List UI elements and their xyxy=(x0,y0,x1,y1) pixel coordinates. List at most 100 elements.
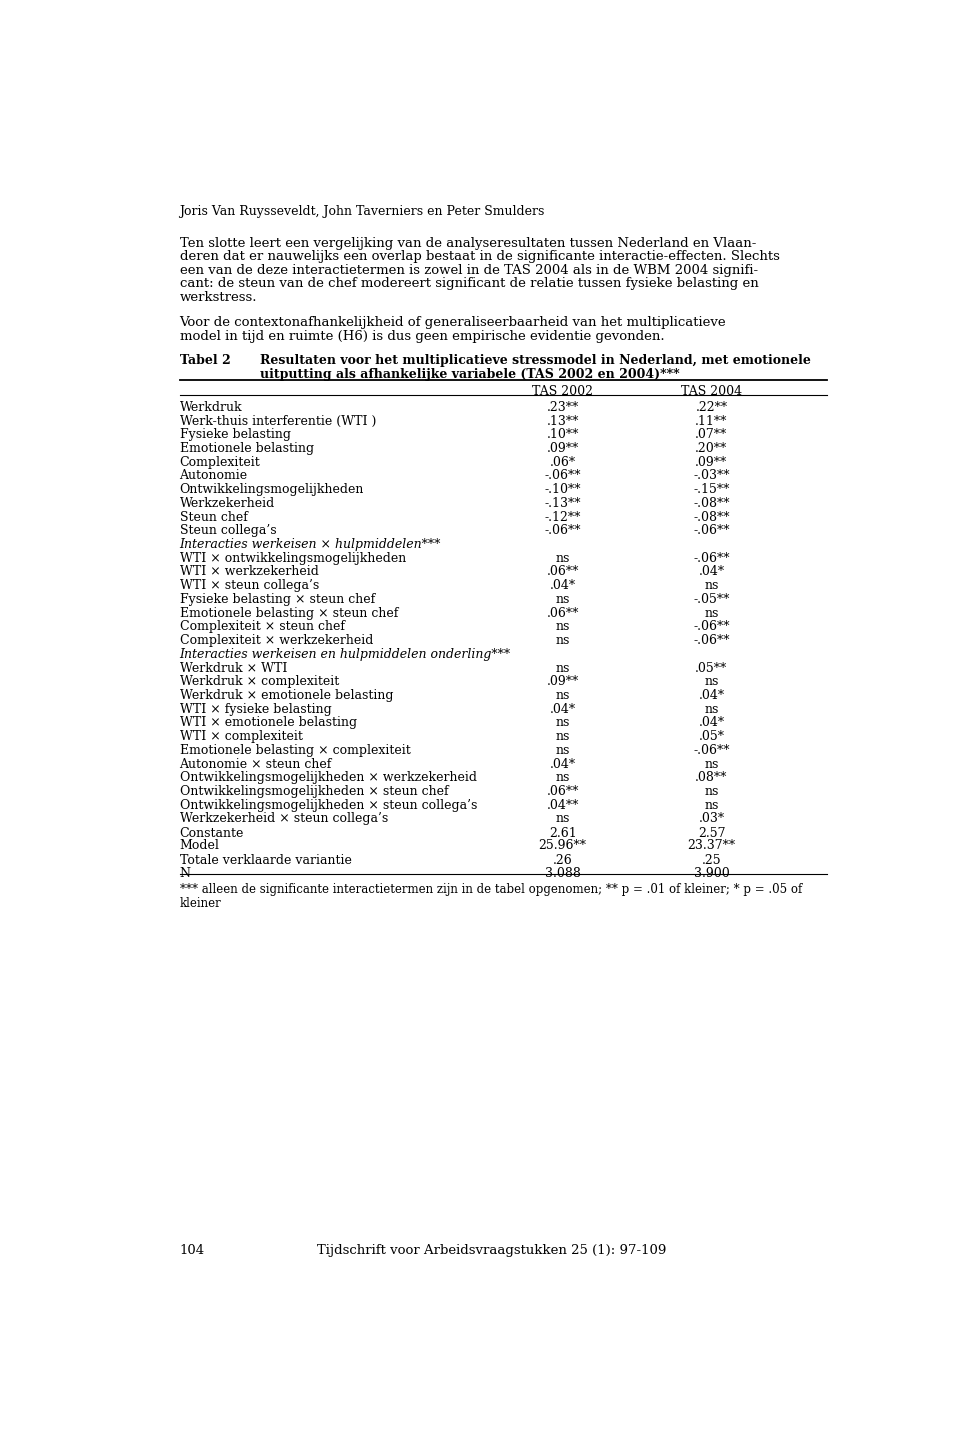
Text: Tabel 2: Tabel 2 xyxy=(180,354,230,367)
Text: TAS 2004: TAS 2004 xyxy=(681,384,742,397)
Text: Emotionele belasting × complexiteit: Emotionele belasting × complexiteit xyxy=(180,744,410,757)
Text: .05**: .05** xyxy=(695,661,728,674)
Text: -.12**: -.12** xyxy=(544,510,581,523)
Text: -.10**: -.10** xyxy=(544,483,581,496)
Text: -.05**: -.05** xyxy=(693,593,730,606)
Text: WTI × werkzekerheid: WTI × werkzekerheid xyxy=(180,566,319,579)
Text: Model: Model xyxy=(180,840,220,853)
Text: .09**: .09** xyxy=(546,442,579,455)
Text: ns: ns xyxy=(705,703,719,716)
Text: werkstress.: werkstress. xyxy=(180,290,257,303)
Text: 3.900: 3.900 xyxy=(694,867,730,880)
Text: ns: ns xyxy=(556,744,570,757)
Text: .06**: .06** xyxy=(546,606,579,619)
Text: .04*: .04* xyxy=(550,703,576,716)
Text: .04*: .04* xyxy=(699,689,725,702)
Text: 23.37**: 23.37** xyxy=(687,840,735,853)
Text: .04*: .04* xyxy=(699,566,725,579)
Text: TAS 2002: TAS 2002 xyxy=(532,384,593,397)
Text: ns: ns xyxy=(705,676,719,689)
Text: Emotionele belasting: Emotionele belasting xyxy=(180,442,314,455)
Text: Fysieke belasting: Fysieke belasting xyxy=(180,428,291,441)
Text: .09**: .09** xyxy=(695,455,728,468)
Text: Complexiteit × werkzekerheid: Complexiteit × werkzekerheid xyxy=(180,634,372,647)
Text: Resultaten voor het multiplicatieve stressmodel in Nederland, met emotionele: Resultaten voor het multiplicatieve stre… xyxy=(260,354,811,367)
Text: N: N xyxy=(180,867,190,880)
Text: Fysieke belasting × steun chef: Fysieke belasting × steun chef xyxy=(180,593,374,606)
Text: .13**: .13** xyxy=(546,415,579,428)
Text: Voor de contextonafhankelijkheid of generaliseerbaarheid van het multiplicatieve: Voor de contextonafhankelijkheid of gene… xyxy=(180,316,726,329)
Text: Constante: Constante xyxy=(180,826,244,840)
Text: .22**: .22** xyxy=(695,400,728,413)
Text: model in tijd en ruimte (H6) is dus geen empirische evidentie gevonden.: model in tijd en ruimte (H6) is dus geen… xyxy=(180,329,664,342)
Text: deren dat er nauwelijks een overlap bestaat in de significante interactie-effect: deren dat er nauwelijks een overlap best… xyxy=(180,251,780,264)
Text: Autonomie × steun chef: Autonomie × steun chef xyxy=(180,757,332,770)
Text: .23**: .23** xyxy=(546,400,579,413)
Text: .09**: .09** xyxy=(546,676,579,689)
Text: -.06**: -.06** xyxy=(693,634,730,647)
Text: cant: de steun van de chef modereert significant de relatie tussen fysieke belas: cant: de steun van de chef modereert sig… xyxy=(180,277,758,290)
Text: WTI × emotionele belasting: WTI × emotionele belasting xyxy=(180,716,357,729)
Text: 104: 104 xyxy=(180,1244,204,1257)
Text: Werkdruk × emotionele belasting: Werkdruk × emotionele belasting xyxy=(180,689,393,702)
Text: -.06**: -.06** xyxy=(544,470,581,483)
Text: Complexiteit × steun chef: Complexiteit × steun chef xyxy=(180,621,345,634)
Text: .04**: .04** xyxy=(546,799,579,812)
Text: ns: ns xyxy=(705,757,719,770)
Text: WTI × steun collega’s: WTI × steun collega’s xyxy=(180,579,319,592)
Text: ns: ns xyxy=(556,689,570,702)
Text: WTI × ontwikkelingsmogelijkheden: WTI × ontwikkelingsmogelijkheden xyxy=(180,552,406,564)
Text: ns: ns xyxy=(556,812,570,825)
Text: ns: ns xyxy=(705,799,719,812)
Text: -.06**: -.06** xyxy=(693,552,730,564)
Text: .04*: .04* xyxy=(699,716,725,729)
Text: ns: ns xyxy=(556,661,570,674)
Text: WTI × complexiteit: WTI × complexiteit xyxy=(180,731,302,744)
Text: ns: ns xyxy=(705,606,719,619)
Text: Interacties werkeisen en hulpmiddelen onderling***: Interacties werkeisen en hulpmiddelen on… xyxy=(180,648,511,661)
Text: -.13**: -.13** xyxy=(544,497,581,510)
Text: -.06**: -.06** xyxy=(544,525,581,538)
Text: 2.57: 2.57 xyxy=(698,826,725,840)
Text: .03*: .03* xyxy=(699,812,725,825)
Text: Ontwikkelingsmogelijkheden × werkzekerheid: Ontwikkelingsmogelijkheden × werkzekerhe… xyxy=(180,771,476,784)
Text: ns: ns xyxy=(556,552,570,564)
Text: een van de deze interactietermen is zowel in de TAS 2004 als in de WBM 2004 sign: een van de deze interactietermen is zowe… xyxy=(180,264,757,277)
Text: -.08**: -.08** xyxy=(693,510,730,523)
Text: Tijdschrift voor Arbeidsvraagstukken 25 (1): 97-109: Tijdschrift voor Arbeidsvraagstukken 25 … xyxy=(318,1244,666,1257)
Text: .26: .26 xyxy=(553,854,572,867)
Text: .06**: .06** xyxy=(546,566,579,579)
Text: .04*: .04* xyxy=(550,579,576,592)
Text: 2.61: 2.61 xyxy=(549,826,577,840)
Text: Ten slotte leert een vergelijking van de analyseresultaten tussen Nederland en V: Ten slotte leert een vergelijking van de… xyxy=(180,236,756,249)
Text: .08**: .08** xyxy=(695,771,728,784)
Text: Werk-thuis interferentie (WTI ): Werk-thuis interferentie (WTI ) xyxy=(180,415,376,428)
Text: ns: ns xyxy=(556,621,570,634)
Text: uitputting als afhankelijke variabele (TAS 2002 en 2004)***: uitputting als afhankelijke variabele (T… xyxy=(260,368,680,381)
Text: Werkdruk: Werkdruk xyxy=(180,400,242,413)
Text: *** alleen de significante interactietermen zijn in de tabel opgenomen; ** p = .: *** alleen de significante interactieter… xyxy=(180,883,802,896)
Text: Werkdruk × WTI: Werkdruk × WTI xyxy=(180,661,287,674)
Text: Complexiteit: Complexiteit xyxy=(180,455,260,468)
Text: ns: ns xyxy=(556,716,570,729)
Text: ns: ns xyxy=(556,771,570,784)
Text: ns: ns xyxy=(556,731,570,744)
Text: -.06**: -.06** xyxy=(693,744,730,757)
Text: Werkdruk × complexiteit: Werkdruk × complexiteit xyxy=(180,676,339,689)
Text: .25: .25 xyxy=(702,854,721,867)
Text: .05*: .05* xyxy=(699,731,725,744)
Text: Werkzekerheid × steun collega’s: Werkzekerheid × steun collega’s xyxy=(180,812,388,825)
Text: Ontwikkelingsmogelijkheden: Ontwikkelingsmogelijkheden xyxy=(180,483,364,496)
Text: -.15**: -.15** xyxy=(693,483,730,496)
Text: Werkzekerheid: Werkzekerheid xyxy=(180,497,275,510)
Text: Joris Van Ruysseveldt, John Taverniers en Peter Smulders: Joris Van Ruysseveldt, John Taverniers e… xyxy=(180,206,545,219)
Text: .04*: .04* xyxy=(550,757,576,770)
Text: ns: ns xyxy=(705,579,719,592)
Text: ns: ns xyxy=(556,634,570,647)
Text: .20**: .20** xyxy=(695,442,728,455)
Text: .06*: .06* xyxy=(550,455,576,468)
Text: Autonomie: Autonomie xyxy=(180,470,248,483)
Text: 3.088: 3.088 xyxy=(544,867,581,880)
Text: .11**: .11** xyxy=(695,415,728,428)
Text: ns: ns xyxy=(705,784,719,798)
